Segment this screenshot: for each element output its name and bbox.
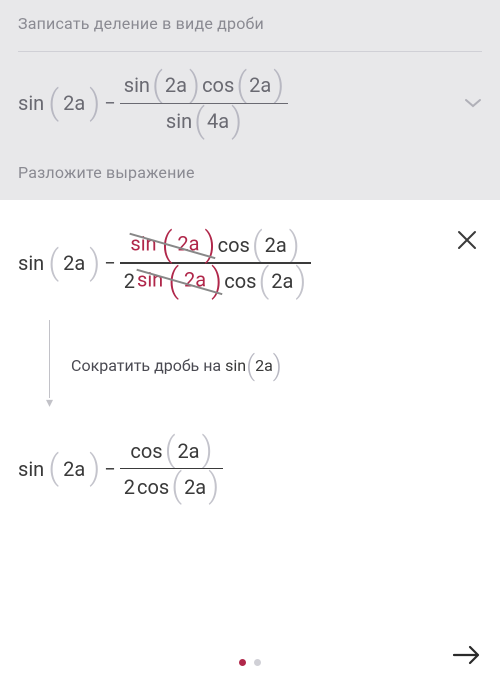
hint-label: Сократить дробь на: [71, 356, 221, 375]
dot-inactive[interactable]: [254, 659, 261, 666]
faded-steps-section: Записать деление в виде дроби sin ( 2a )…: [0, 0, 500, 200]
arrow-right-icon[interactable]: [452, 639, 482, 674]
fraction-cancel: sin ( 2a ) cos ( 2a ) 2 sin ( 2a ): [120, 228, 311, 299]
fraction: sin ( 2a ) cos ( 2a ) sin ( 4a ): [120, 68, 289, 139]
divider: [18, 51, 482, 52]
expression-row[interactable]: sin ( 2a ) − sin ( 2a ) cos ( 2a ) sin: [18, 68, 482, 139]
chevron-down-icon[interactable]: [464, 93, 482, 114]
step-title-2: Разложите выражение: [18, 163, 482, 182]
hint-text: Сократить дробь на sin ( 2a ): [71, 353, 282, 378]
transform-arrow: ▾ Сократить дробь на sin ( 2a ): [46, 320, 482, 411]
arrow-down-icon: ▾: [46, 320, 53, 411]
step-title-1: Записать деление в виде дроби: [18, 14, 482, 33]
dot-active[interactable]: [239, 659, 246, 666]
current-step-section: sin ( 2a ) − sin ( 2a ) cos ( 2a ) 2: [0, 200, 500, 504]
expression-1: sin ( 2a ) − sin ( 2a ) cos ( 2a ) sin: [18, 68, 288, 139]
page-dots[interactable]: [239, 659, 261, 666]
close-icon[interactable]: [456, 228, 478, 256]
fraction-result: cos ( 2a ) 2 cos ( 2a ): [120, 433, 224, 504]
expression-after: sin ( 2a ) − cos ( 2a ) 2 cos ( 2a ): [18, 433, 482, 504]
expression-before: sin ( 2a ) − sin ( 2a ) cos ( 2a ) 2: [18, 228, 482, 299]
